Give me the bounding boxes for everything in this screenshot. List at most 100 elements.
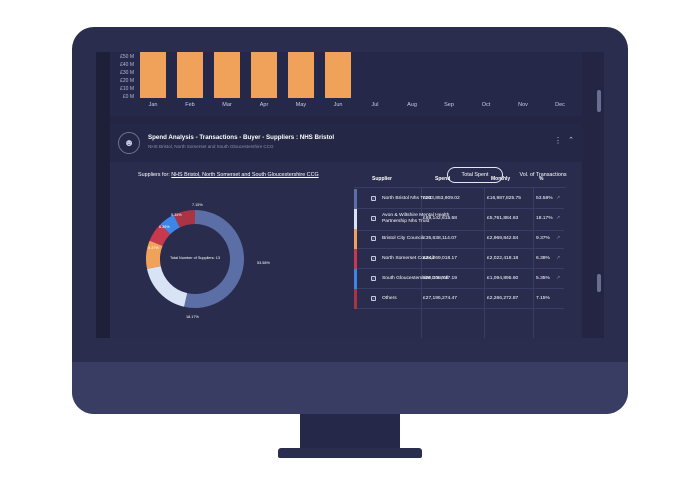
month-label: Jul xyxy=(371,102,379,108)
table-divider xyxy=(421,188,422,338)
month-bar[interactable] xyxy=(251,52,277,98)
donut-slice[interactable] xyxy=(173,210,196,228)
external-link-icon[interactable]: ↗ xyxy=(556,195,561,201)
table-divider xyxy=(484,188,485,338)
panel-subtitle: NHS Bristol, North Somerset and South Gl… xyxy=(148,144,274,149)
y-tick-label: £50 M xyxy=(120,54,134,60)
spend-value: £24,269,018.17 xyxy=(423,256,457,261)
spend-value: £35,638,114.07 xyxy=(423,236,457,241)
month-bar[interactable] xyxy=(214,52,240,98)
table-header-monthly[interactable]: Monthly xyxy=(491,176,511,182)
donut-pct-label: 7.15% xyxy=(192,203,203,207)
pct-value: 53.58% xyxy=(536,196,553,201)
pct-value: 9.37% xyxy=(536,236,550,241)
month-label: Jun xyxy=(333,102,343,108)
row-checkbox[interactable]: ✓ xyxy=(371,216,376,221)
supplier-name: North Somerset Council xyxy=(382,256,434,261)
monthly-value: £2,969,842.84 xyxy=(487,236,519,241)
donut-slice[interactable] xyxy=(146,240,163,269)
supplier-name: Others xyxy=(382,296,397,301)
table-row[interactable] xyxy=(354,209,564,231)
row-color-bar xyxy=(354,229,357,249)
month-bar[interactable] xyxy=(140,52,166,98)
month-label: Dec xyxy=(555,102,565,108)
donut-pct-label: 53.58% xyxy=(257,261,270,265)
spend-analysis-panel: ☻ Spend Analysis - Transactions - Buyer … xyxy=(110,124,582,338)
screen-gutter xyxy=(96,52,110,338)
month-label: Apr xyxy=(259,102,269,108)
more-options-icon[interactable]: ⋮ xyxy=(554,136,562,145)
donut-pct-label: 5.35% xyxy=(171,213,182,217)
pct-value: 6.38% xyxy=(536,256,550,261)
month-bar[interactable] xyxy=(177,52,203,98)
y-tick-label: £30 M xyxy=(120,70,134,76)
row-checkbox[interactable]: ✓ xyxy=(371,296,376,301)
panel-title: Spend Analysis - Transactions - Buyer - … xyxy=(148,134,335,141)
panel-header: ☻ Spend Analysis - Transactions - Buyer … xyxy=(110,124,582,162)
row-color-bar xyxy=(354,249,357,269)
total-spent-toggle[interactable]: Total Spent xyxy=(447,167,503,183)
row-checkbox[interactable]: ✓ xyxy=(371,196,376,201)
row-checkbox[interactable]: ✓ xyxy=(371,276,376,281)
supplier-name: Avon & Wiltshire Mental Health Partnersh… xyxy=(382,213,450,224)
table-divider xyxy=(354,187,566,188)
table-row[interactable] xyxy=(354,189,564,209)
donut-slice[interactable] xyxy=(147,265,188,307)
row-checkbox[interactable]: ✓ xyxy=(371,236,376,241)
external-link-icon[interactable]: ↗ xyxy=(556,235,561,241)
monthly-value: £2,022,418.18 xyxy=(487,256,519,261)
suppliers-for-link[interactable]: NHS Bristol, North Somerset and South Gl… xyxy=(171,172,319,178)
donut-svg xyxy=(146,210,244,308)
table-row[interactable] xyxy=(354,229,564,249)
y-tick-label: £40 M xyxy=(120,62,134,68)
table-divider xyxy=(533,188,534,338)
table-row[interactable] xyxy=(354,289,564,309)
month-label: Nov xyxy=(518,102,528,108)
row-color-bar xyxy=(354,269,357,289)
donut-slice[interactable] xyxy=(149,224,171,247)
table-header-spend[interactable]: Spend xyxy=(435,176,451,182)
month-label: Mar xyxy=(222,102,232,108)
monthly-spend-chart: £50 M £40 M £30 M £20 M £10 M £0 M Jan Fe… xyxy=(110,52,582,116)
donut-slice[interactable] xyxy=(160,214,181,235)
month-label: Jan xyxy=(148,102,158,108)
donut-slice[interactable] xyxy=(184,210,244,308)
people-icon: ☻ xyxy=(118,132,140,154)
scrollbar-thumb-lower[interactable] xyxy=(597,274,601,292)
scrollbar-thumb[interactable] xyxy=(597,90,601,112)
external-link-icon[interactable]: ↗ xyxy=(556,255,561,261)
monthly-value: £1,094,895.60 xyxy=(487,276,519,281)
table-header-pct[interactable]: % xyxy=(539,176,544,182)
donut-center-label: Total Number of Suppliers: 13 xyxy=(169,256,221,260)
monthly-value: £5,761,884.63 xyxy=(487,216,519,221)
pct-value: 18.17% xyxy=(536,216,553,221)
monitor-chin xyxy=(72,362,628,414)
monitor-stand-base xyxy=(278,448,422,458)
donut-pct-label: 9.37% xyxy=(148,246,159,250)
collapse-caret-icon[interactable]: ⌃ xyxy=(568,137,574,144)
external-link-icon[interactable]: ↗ xyxy=(556,275,561,281)
month-bar[interactable] xyxy=(325,52,351,98)
table-row[interactable] xyxy=(354,249,564,269)
pct-value: 7.15% xyxy=(536,296,550,301)
donut-pct-label: 18.17% xyxy=(186,315,199,319)
monthly-value: £16,987,825.75 xyxy=(487,196,521,201)
suppliers-for-label: Suppliers for: xyxy=(138,172,170,178)
donut-pct-label: 6.36% xyxy=(159,225,170,229)
supplier-name: South Gloucestershire Council xyxy=(382,276,449,281)
monthly-value: £2,266,272.87 xyxy=(487,296,519,301)
row-checkbox[interactable]: ✓ xyxy=(371,256,376,261)
volume-transactions-toggle[interactable]: Vol. of Transactions xyxy=(519,172,567,178)
month-bar[interactable] xyxy=(288,52,314,98)
month-label: Sep xyxy=(444,102,454,108)
table-row[interactable] xyxy=(354,269,564,289)
y-tick-label: £0 M xyxy=(122,94,134,100)
y-tick-label: £10 M xyxy=(120,86,134,92)
supplier-donut-chart: Total Number of Suppliers: 13 xyxy=(140,204,250,314)
external-link-icon[interactable]: ↗ xyxy=(556,215,561,221)
month-label: Feb xyxy=(185,102,195,108)
table-header-supplier[interactable]: Supplier xyxy=(372,176,393,182)
spend-value: £203,853,909.02 xyxy=(423,196,460,201)
row-color-bar xyxy=(354,209,357,231)
